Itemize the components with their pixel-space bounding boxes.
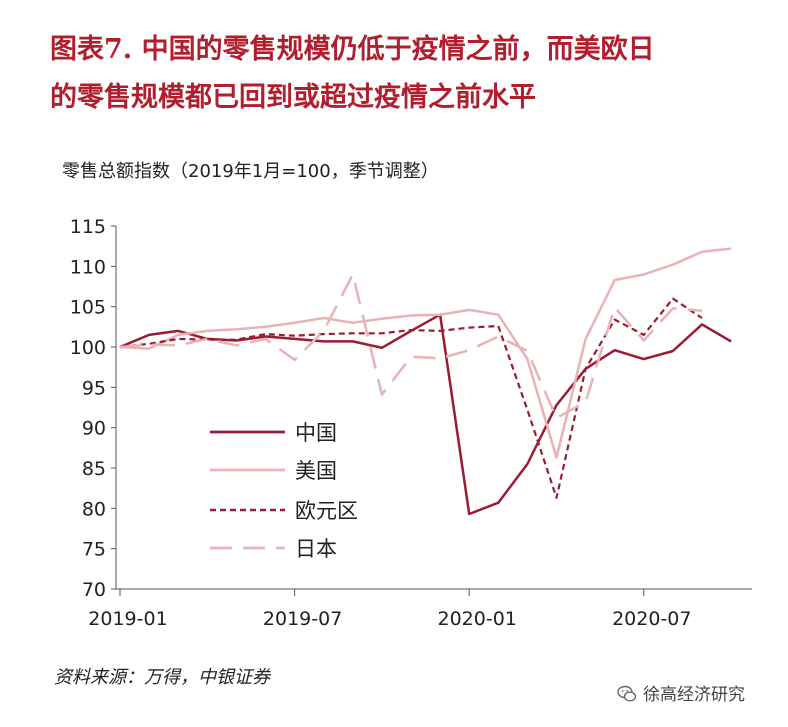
legend-label-4: 日本 — [295, 537, 337, 561]
y-tick-label: 75 — [82, 539, 106, 561]
x-tick-label: 2019-07 — [263, 608, 342, 630]
chart-title-line-1: 图表7. 中国的零售规模仍低于疫情之前，而美欧日 — [50, 34, 655, 65]
chart-axes: 70 75 80 85 90 95 100 105 110 115 2019-01 2019-07 20… — [70, 216, 752, 630]
source-note: 资料来源：万得，中银证券 — [54, 667, 270, 688]
chart-subtitle: 零售总额指数（2019年1月=100，季节调整） — [62, 161, 439, 182]
y-tick-label: 105 — [70, 297, 106, 319]
brand-name: 徐高经济研究 — [643, 685, 745, 705]
chart-series — [119, 247, 732, 516]
series-line-2 — [119, 247, 732, 459]
x-tick-label: 2019-01 — [88, 608, 167, 630]
x-tick-label: 2020-07 — [612, 608, 691, 630]
legend-label-2: 美国 — [295, 459, 337, 483]
legend-label-1: 中国 — [295, 421, 337, 445]
y-tick-label: 100 — [70, 337, 106, 359]
legend-label-3: 欧元区 — [295, 499, 358, 523]
y-tick-label: 85 — [82, 458, 106, 480]
y-tick-label: 115 — [70, 216, 106, 238]
y-tick-label: 70 — [82, 579, 106, 601]
wechat-icon — [617, 685, 637, 702]
y-tick-label: 110 — [70, 256, 106, 278]
y-tick-label: 80 — [82, 498, 106, 520]
chart-title: 图表7. 中国的零售规模仍低于疫情之前，而美欧日 的零售规模都已回到或超过疫情之… — [50, 26, 770, 122]
chart-title-line-2: 的零售规模都已回到或超过疫情之前水平 — [50, 82, 536, 113]
brand-label: 徐高经济研究 — [617, 680, 745, 705]
y-tick-label: 95 — [82, 377, 106, 399]
x-tick-label: 2020-01 — [438, 608, 517, 630]
series-line-1 — [119, 313, 732, 516]
y-tick-label: 90 — [82, 418, 106, 440]
series-line-4 — [119, 273, 703, 420]
series-line-3 — [119, 297, 703, 499]
